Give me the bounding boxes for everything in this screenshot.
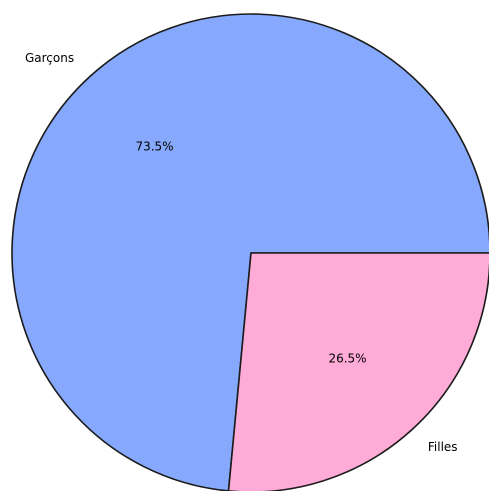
pie-slice-1 bbox=[227, 252, 489, 493]
pie-slice-pct-label: 73.5% bbox=[135, 139, 173, 153]
pie-slice-category-label: Filles bbox=[428, 440, 458, 454]
pie-slice-pct-label: 26.5% bbox=[328, 352, 366, 366]
pie-slice-category-label: Garçons bbox=[25, 51, 74, 65]
